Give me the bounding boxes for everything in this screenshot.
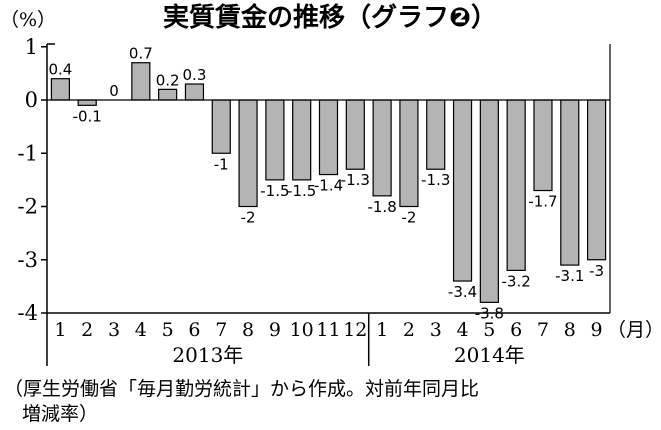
x-tick-label: 3	[108, 319, 120, 341]
year-label: 2013年	[172, 343, 243, 367]
x-axis-year-labels: 2013年 2014年	[172, 313, 525, 367]
bars	[50, 62, 607, 303]
bar	[131, 62, 151, 101]
x-tick-label: 2	[403, 319, 415, 341]
bar	[479, 99, 499, 303]
bar	[292, 99, 312, 181]
x-tick-label: 7	[537, 319, 549, 341]
y-tick-label: -3	[18, 248, 38, 272]
bar	[586, 99, 607, 261]
bar	[77, 99, 97, 106]
data-label: 0.7	[129, 45, 153, 63]
x-tick-label: 2	[81, 319, 93, 341]
bar	[560, 99, 580, 266]
bar	[238, 99, 258, 208]
data-label: 0.2	[156, 71, 180, 89]
data-label: -1.3	[341, 171, 370, 189]
data-label: -1.5	[287, 182, 316, 200]
bar	[452, 99, 473, 282]
x-tick-label: 3	[430, 319, 442, 341]
x-tick-label: 1	[54, 319, 66, 341]
bar	[318, 99, 339, 176]
x-axis-month-labels: 1 2 3 4 5 6 7 8 9 10 11 12 1 2 3 4 5 6 7 8 9	[54, 319, 602, 341]
data-label: -1.5	[260, 182, 289, 200]
data-label: 0.3	[183, 66, 207, 84]
bar	[533, 99, 553, 192]
y-tick-label: 0	[25, 88, 38, 112]
x-tick-label: 9	[591, 319, 603, 341]
chart-title: 実質賃金の推移（グラフ❷）	[163, 2, 497, 33]
data-label: -3	[589, 262, 604, 280]
x-tick-label: 8	[564, 319, 576, 341]
source-note-line-1: （厚生労働省「毎月勤労統計」から作成。対前年同月比	[4, 378, 479, 400]
x-tick-label: 10	[290, 319, 314, 341]
x-tick-label: 6	[188, 319, 200, 341]
x-tick-label: 12	[343, 319, 367, 341]
source-note-line-2: 増減率）	[22, 403, 98, 425]
data-labels: 0.4-0.100.70.2 0.3-1-2-1.5-1.5-1.4-1.3-1.…	[48, 45, 604, 323]
y-tick-label: 1	[25, 35, 38, 59]
x-tick-label: 4	[457, 319, 469, 341]
x-tick-label: 4	[135, 319, 147, 341]
bar	[345, 99, 365, 170]
data-label: -3.1	[555, 267, 584, 285]
y-axis-unit: （%）	[0, 9, 56, 31]
data-label: 0.4	[48, 61, 72, 79]
x-tick-label: 9	[269, 319, 281, 341]
bar	[265, 99, 285, 181]
x-tick-label: 1	[376, 319, 388, 341]
x-tick-label: 5	[162, 319, 174, 341]
data-label: -1.3	[421, 171, 450, 189]
bar	[372, 99, 392, 197]
x-tick-label: 5	[483, 319, 495, 341]
year-label: 2014年	[454, 343, 525, 367]
data-label: 0	[109, 82, 119, 100]
x-tick-label: 8	[242, 319, 254, 341]
y-tick-label: -1	[18, 141, 38, 165]
data-label: -1.8	[367, 198, 396, 216]
data-label: -2	[241, 209, 256, 227]
x-axis-unit: （月）	[607, 319, 661, 341]
x-tick-label: 11	[316, 319, 340, 341]
data-label: -2	[401, 209, 416, 227]
data-label: -3.2	[502, 272, 531, 290]
data-label: -1.4	[314, 177, 343, 195]
y-axis-ticks: 1 0 -1 -2 -3 -4	[18, 35, 47, 325]
bar	[50, 78, 71, 101]
bar	[184, 83, 205, 101]
bar	[211, 99, 231, 154]
bar	[399, 99, 419, 208]
x-tick-label: 6	[510, 319, 522, 341]
data-label: -1	[214, 155, 229, 173]
bar	[158, 88, 178, 101]
bar	[426, 99, 446, 170]
data-label: -1.7	[528, 193, 557, 211]
y-tick-label: -4	[18, 301, 38, 325]
bar	[506, 99, 526, 271]
y-tick-label: -2	[18, 195, 38, 219]
data-label: -3.4	[448, 283, 477, 301]
x-tick-label: 7	[215, 319, 227, 341]
data-label: -0.1	[73, 107, 102, 125]
axes	[46, 43, 611, 366]
